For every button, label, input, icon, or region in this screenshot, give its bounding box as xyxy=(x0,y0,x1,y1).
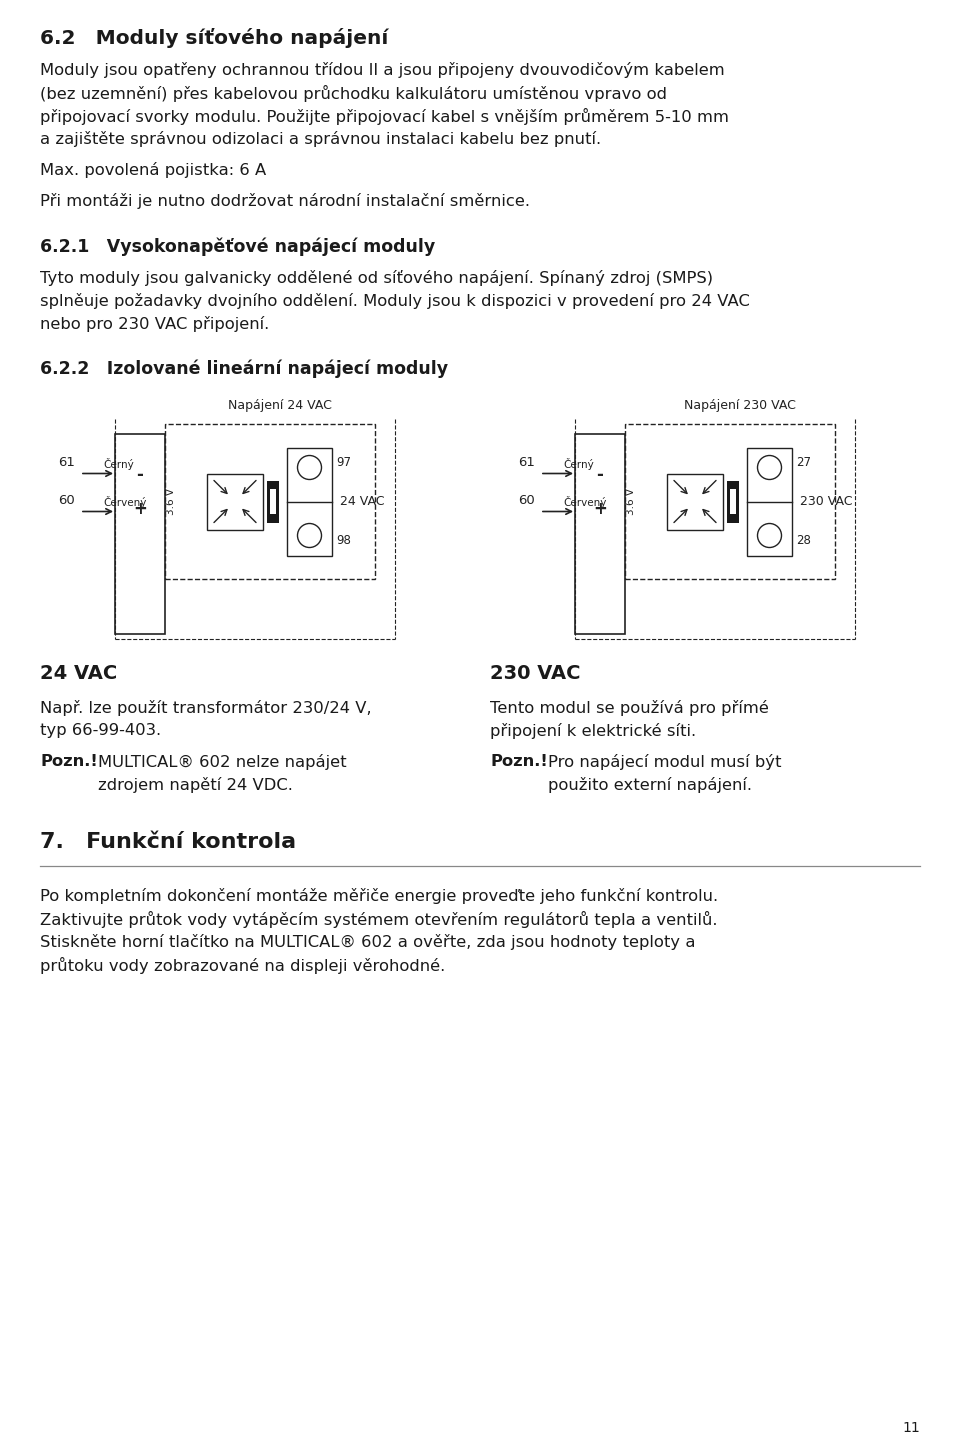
Text: 28: 28 xyxy=(796,534,811,547)
Text: Moduly jsou opatřeny ochrannou třídou II a jsou připojeny dvouvodičovým kabelem: Moduly jsou opatřeny ochrannou třídou II… xyxy=(40,63,725,79)
Text: použito externí napájení.: použito externí napájení. xyxy=(548,777,752,793)
Text: připojení k elektrické síti.: připojení k elektrické síti. xyxy=(490,723,696,739)
Text: (bez uzemnění) přes kabelovou průchodku kalkulátoru umístěnou vpravo od: (bez uzemnění) přes kabelovou průchodku … xyxy=(40,84,667,102)
Text: 3.6 V: 3.6 V xyxy=(626,487,636,515)
Text: 24 VAC: 24 VAC xyxy=(40,663,117,682)
Text: Při montáži je nutno dodržovat národní instalační směrnice.: Při montáži je nutno dodržovat národní i… xyxy=(40,194,530,210)
Text: 61: 61 xyxy=(59,457,75,470)
Text: a zajištěte správnou odizolaci a správnou instalaci kabelu bez pnutí.: a zajištěte správnou odizolaci a správno… xyxy=(40,131,601,147)
Bar xyxy=(287,448,332,556)
Text: Tyto moduly jsou galvanicky oddělené od síťového napájení. Spínaný zdroj (SMPS): Tyto moduly jsou galvanicky oddělené od … xyxy=(40,271,713,287)
Text: 7. Funkční kontrola: 7. Funkční kontrola xyxy=(40,832,296,853)
Text: 6.2.1 Vysokonapěťové napájecí moduly: 6.2.1 Vysokonapěťové napájecí moduly xyxy=(40,239,435,256)
Text: Pozn.!: Pozn.! xyxy=(40,754,98,770)
Bar xyxy=(730,489,736,514)
Text: připojovací svorky modulu. Použijte připojovací kabel s vnějším průměrem 5-10 mm: připojovací svorky modulu. Použijte přip… xyxy=(40,108,729,125)
Bar xyxy=(270,489,276,514)
Bar xyxy=(165,423,375,579)
Text: 60: 60 xyxy=(59,495,75,508)
Text: Červený: Červený xyxy=(103,496,146,508)
Text: 6.2.2 Izolované lineární napájecí moduly: 6.2.2 Izolované lineární napájecí moduly xyxy=(40,359,448,377)
Text: splněuje požadavky dvojního oddělení. Moduly jsou k dispozici v provedení pro 24: splněuje požadavky dvojního oddělení. Mo… xyxy=(40,292,750,308)
Bar xyxy=(667,473,723,530)
Bar xyxy=(115,434,165,634)
Text: -: - xyxy=(136,467,143,485)
Text: Např. lze použít transformátor 230/24 V,: Např. lze použít transformátor 230/24 V, xyxy=(40,700,372,716)
Text: 60: 60 xyxy=(518,495,535,508)
Text: Stiskněte horní tlačítko na MULTICAL® 602 a ověřte, zda jsou hodnoty teploty a: Stiskněte horní tlačítko na MULTICAL® 60… xyxy=(40,934,695,950)
Text: 230 VAC: 230 VAC xyxy=(490,663,581,682)
Text: +: + xyxy=(133,501,147,518)
Text: Tento modul se používá pro přímé: Tento modul se používá pro přímé xyxy=(490,700,769,716)
Bar xyxy=(267,480,279,522)
Text: Pozn.!: Pozn.! xyxy=(490,754,548,770)
Bar xyxy=(207,473,263,530)
Text: 3.6 V: 3.6 V xyxy=(166,487,176,515)
Text: 61: 61 xyxy=(518,457,535,470)
Bar xyxy=(747,448,792,556)
Text: Napájení 24 VAC: Napájení 24 VAC xyxy=(228,399,332,412)
Text: Černý: Černý xyxy=(563,457,593,470)
Text: zdrojem napětí 24 VDC.: zdrojem napětí 24 VDC. xyxy=(98,777,293,793)
Bar xyxy=(575,434,625,634)
Text: 6.2 Moduly síťového napájení: 6.2 Moduly síťového napájení xyxy=(40,28,389,48)
Text: -: - xyxy=(596,467,604,485)
Text: +: + xyxy=(593,501,607,518)
Text: Červený: Červený xyxy=(563,496,607,508)
Bar xyxy=(625,423,835,579)
Text: Po kompletním dokončení montáže měřiče energie proveďte jeho funkční kontrolu.: Po kompletním dokončení montáže měřiče e… xyxy=(40,888,718,904)
Text: MULTICAL® 602 nelze napájet: MULTICAL® 602 nelze napájet xyxy=(98,754,347,770)
Bar xyxy=(727,480,739,522)
Text: 98: 98 xyxy=(336,534,350,547)
Text: 11: 11 xyxy=(902,1422,920,1435)
Text: Zaktivujte průtok vody vytápěcím systémem otevřením regulátorů tepla a ventilů.: Zaktivujte průtok vody vytápěcím systéme… xyxy=(40,911,717,928)
Text: 27: 27 xyxy=(796,455,811,469)
Text: průtoku vody zobrazované na displeji věrohodné.: průtoku vody zobrazované na displeji věr… xyxy=(40,957,445,973)
Text: Max. povolená pojistka: 6 A: Max. povolená pojistka: 6 A xyxy=(40,162,266,178)
Text: Napájení 230 VAC: Napájení 230 VAC xyxy=(684,399,796,412)
Text: 97: 97 xyxy=(336,455,351,469)
Text: 24 VAC: 24 VAC xyxy=(340,495,385,508)
Text: 230 VAC: 230 VAC xyxy=(800,495,852,508)
Text: Černý: Černý xyxy=(103,457,133,470)
Text: nebo pro 230 VAC připojení.: nebo pro 230 VAC připojení. xyxy=(40,316,269,332)
Text: typ 66-99-403.: typ 66-99-403. xyxy=(40,723,161,738)
Text: Pro napájecí modul musí být: Pro napájecí modul musí být xyxy=(548,754,781,770)
